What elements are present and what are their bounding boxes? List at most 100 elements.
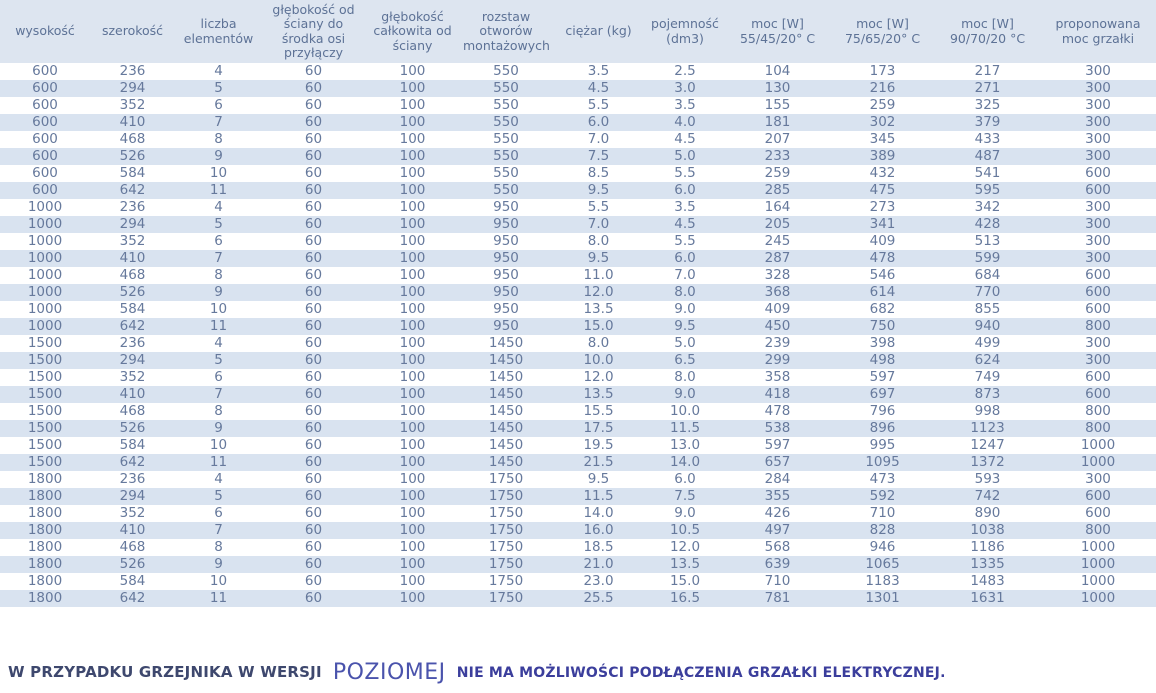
cell-pojemnosc: 2.5 [674,63,696,79]
cell-rozstaw-otworow: 550 [493,97,519,113]
cell-moc-55-45-20: 181 [764,114,791,130]
cell-glebokosc-przylaczy: 60 [304,573,323,589]
cell-glebokosc-calkowita: 100 [399,199,426,215]
cell-rozstaw-otworow: 1450 [488,352,524,368]
cell-ciezar: 18.5 [583,539,614,555]
cell-moc-75-65-20: 828 [869,522,896,538]
cell-moc-grzalki: 300 [1085,131,1111,147]
cell-glebokosc-przylaczy: 60 [304,131,323,147]
cell-moc-75-65-20: 592 [869,488,896,504]
cell-moc-55-45-20: 358 [764,369,791,385]
col-header-wysokosc: wysokość [0,0,90,63]
cell-wysokosc: 1800 [27,522,63,538]
cell-glebokosc-przylaczy: 60 [304,182,323,198]
cell-rozstaw-otworow: 950 [493,233,519,249]
cell-liczba-elementow: 7 [214,114,223,130]
cell-moc-55-45-20: 639 [764,556,791,572]
table-header-row: wysokość szerokość liczba elementów głęboko… [0,0,1156,63]
cell-ciezar: 5.5 [587,199,610,215]
table-row: 1800 584 10 60 100 1750 23.0 15.0 710 1183 1483 100… [0,573,1156,590]
cell-moc-75-65-20: 1183 [865,573,900,589]
cell-rozstaw-otworow: 950 [493,267,519,283]
cell-ciezar: 7.0 [587,216,610,232]
cell-moc-90-70-20: 593 [974,471,1001,487]
cell-pojemnosc: 15.0 [669,573,701,589]
cell-wysokosc: 600 [32,148,58,164]
cell-szerokosc: 642 [119,318,146,334]
cell-liczba-elementow: 6 [214,97,223,113]
cell-moc-90-70-20: 433 [974,131,1001,147]
cell-glebokosc-calkowita: 100 [399,131,426,147]
cell-rozstaw-otworow: 1750 [488,590,524,606]
cell-liczba-elementow: 5 [214,216,223,232]
cell-ciezar: 9.5 [587,250,610,266]
cell-rozstaw-otworow: 950 [493,199,519,215]
cell-glebokosc-przylaczy: 60 [304,199,323,215]
cell-ciezar: 15.5 [583,403,614,419]
cell-liczba-elementow: 6 [214,233,223,249]
cell-glebokosc-calkowita: 100 [399,590,426,606]
cell-moc-90-70-20: 217 [974,63,1001,79]
cell-glebokosc-calkowita: 100 [399,216,426,232]
cell-wysokosc: 1500 [27,335,63,351]
cell-ciezar: 12.0 [583,369,614,385]
cell-ciezar: 17.5 [583,420,614,436]
cell-ciezar: 10.0 [583,352,614,368]
cell-ciezar: 8.0 [587,233,610,249]
cell-moc-90-70-20: 1372 [970,454,1005,470]
cell-moc-90-70-20: 855 [974,301,1001,317]
cell-moc-75-65-20: 475 [869,182,896,198]
cell-moc-90-70-20: 940 [974,318,1001,334]
cell-moc-grzalki: 300 [1085,471,1111,487]
cell-moc-55-45-20: 285 [764,182,791,198]
cell-pojemnosc: 10.0 [669,403,701,419]
cell-wysokosc: 1500 [27,386,63,402]
cell-pojemnosc: 9.0 [674,301,696,317]
table-row: 600 410 7 60 100 550 6.0 4.0 181 302 379 300 [0,114,1156,131]
cell-rozstaw-otworow: 1750 [488,471,524,487]
cell-liczba-elementow: 5 [214,352,223,368]
col-header-moc-75-65-20: moc [W] 75/65/20° C [830,0,935,63]
cell-moc-grzalki: 600 [1085,505,1111,521]
cell-rozstaw-otworow: 550 [493,114,519,130]
cell-moc-55-45-20: 409 [764,301,791,317]
cell-liczba-elementow: 11 [209,318,228,334]
cell-pojemnosc: 8.0 [674,284,696,300]
table-row: 600 352 6 60 100 550 5.5 3.5 155 259 325 300 [0,97,1156,114]
cell-szerokosc: 352 [119,369,146,385]
cell-wysokosc: 1800 [27,556,63,572]
cell-wysokosc: 1800 [27,488,63,504]
cell-szerokosc: 352 [119,97,146,113]
cell-pojemnosc: 9.0 [674,505,696,521]
cell-ciezar: 9.5 [587,471,610,487]
cell-ciezar: 21.0 [583,556,614,572]
cell-liczba-elementow: 4 [214,199,223,215]
cell-ciezar: 19.5 [583,437,614,453]
cell-moc-grzalki: 600 [1085,488,1111,504]
cell-moc-55-45-20: 355 [764,488,791,504]
cell-liczba-elementow: 11 [209,182,228,198]
cell-ciezar: 7.0 [587,131,610,147]
cell-liczba-elementow: 7 [214,386,223,402]
cell-glebokosc-calkowita: 100 [399,539,426,555]
cell-glebokosc-przylaczy: 60 [304,233,323,249]
table-row: 1500 584 10 60 100 1450 19.5 13.0 597 995 1247 1000 [0,437,1156,454]
cell-moc-grzalki: 300 [1085,148,1111,164]
cell-szerokosc: 410 [119,114,146,130]
cell-moc-75-65-20: 345 [869,131,896,147]
cell-ciezar: 14.0 [583,505,614,521]
cell-pojemnosc: 9.5 [674,318,696,334]
cell-szerokosc: 584 [119,165,146,181]
cell-liczba-elementow: 8 [214,131,223,147]
cell-moc-75-65-20: 341 [869,216,896,232]
cell-glebokosc-przylaczy: 60 [304,267,323,283]
cell-moc-75-65-20: 682 [869,301,896,317]
col-header-liczba-elementow: liczba elementów [175,0,262,63]
cell-szerokosc: 352 [119,505,146,521]
cell-glebokosc-calkowita: 100 [399,573,426,589]
cell-glebokosc-calkowita: 100 [399,335,426,351]
cell-moc-75-65-20: 216 [869,80,896,96]
cell-szerokosc: 526 [119,556,146,572]
cell-glebokosc-przylaczy: 60 [304,335,323,351]
cell-moc-55-45-20: 259 [764,165,791,181]
